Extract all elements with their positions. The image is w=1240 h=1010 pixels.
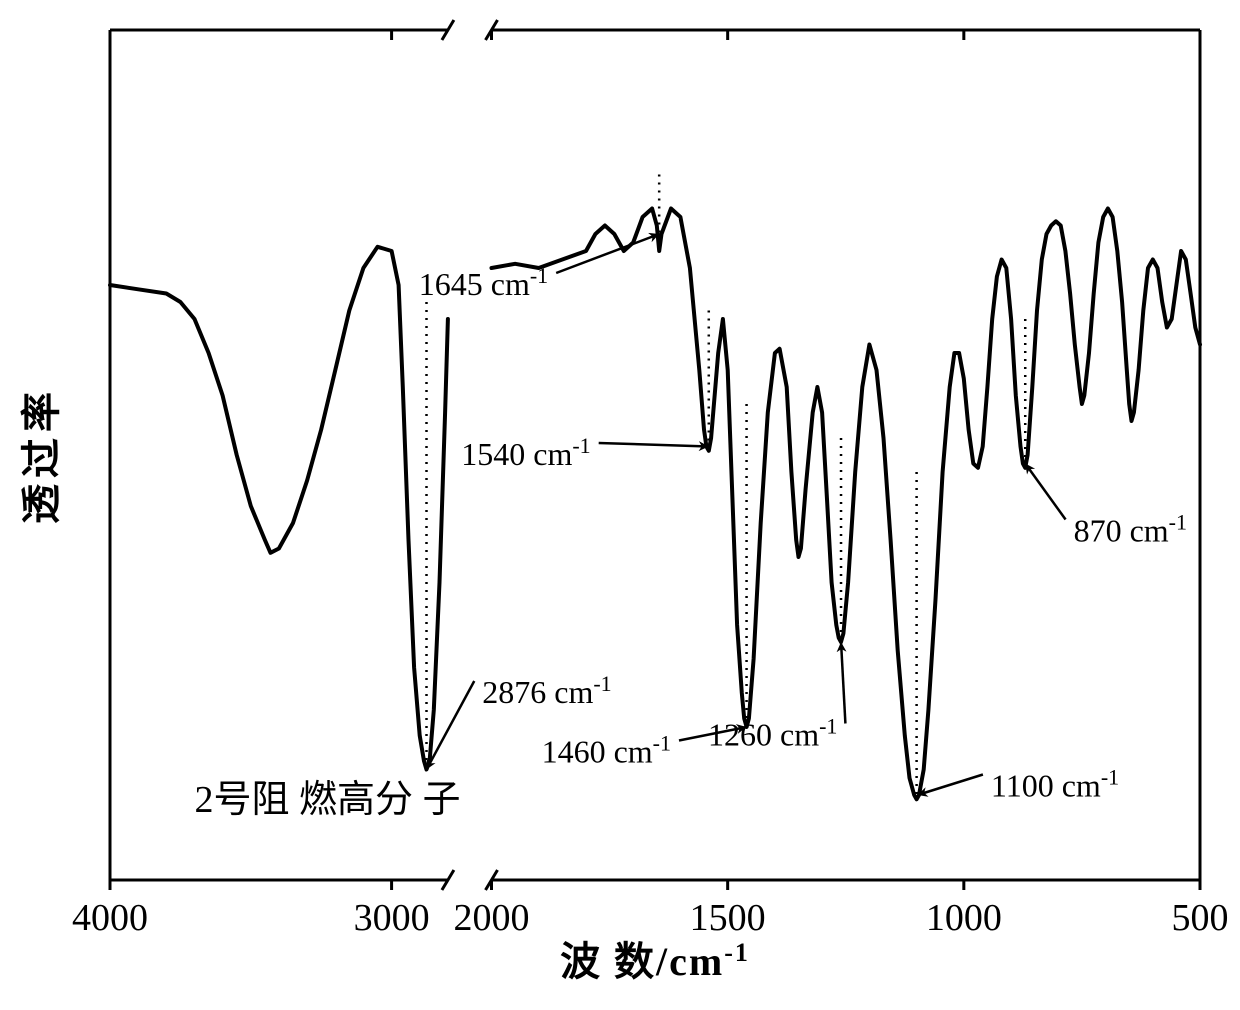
x-tick-label: 500 bbox=[1172, 897, 1229, 939]
peak-label: 1645 cm-1 bbox=[419, 263, 548, 303]
spectrum-line bbox=[110, 247, 448, 770]
x-tick-label: 4000 bbox=[72, 897, 148, 939]
peak-label: 1540 cm-1 bbox=[461, 433, 590, 473]
x-tick-label: 3000 bbox=[354, 897, 430, 939]
peak-label: 1260 cm-1 bbox=[708, 713, 837, 753]
x-tick-label: 1000 bbox=[926, 897, 1002, 939]
chart-svg: 4000 3000 2000 1500 1000 500 2876 cm-1 1645 cm-… bbox=[0, 0, 1240, 1010]
peak-arrow bbox=[556, 234, 659, 273]
peak-label: 870 cm-1 bbox=[1074, 509, 1187, 549]
x-tick-label: 1500 bbox=[690, 897, 766, 939]
peak-label: 1460 cm-1 bbox=[542, 730, 671, 770]
y-axis-label: 透过率 bbox=[19, 386, 64, 524]
x-tick-label: 2000 bbox=[454, 897, 530, 939]
ir-spectrum-chart: 4000 3000 2000 1500 1000 500 2876 cm-1 1645 cm-… bbox=[0, 0, 1240, 1010]
peak-arrow bbox=[918, 775, 983, 796]
peak-arrow bbox=[1025, 464, 1065, 520]
peak-arrow bbox=[841, 642, 845, 724]
peak-label: 1100 cm-1 bbox=[991, 764, 1119, 804]
x-axis-label: 波 数/cm-1 bbox=[560, 938, 750, 985]
peak-arrow bbox=[599, 443, 709, 447]
peak-label: 2876 cm-1 bbox=[482, 671, 611, 711]
sample-label: 2号阻 燃高分 子 bbox=[194, 779, 460, 821]
